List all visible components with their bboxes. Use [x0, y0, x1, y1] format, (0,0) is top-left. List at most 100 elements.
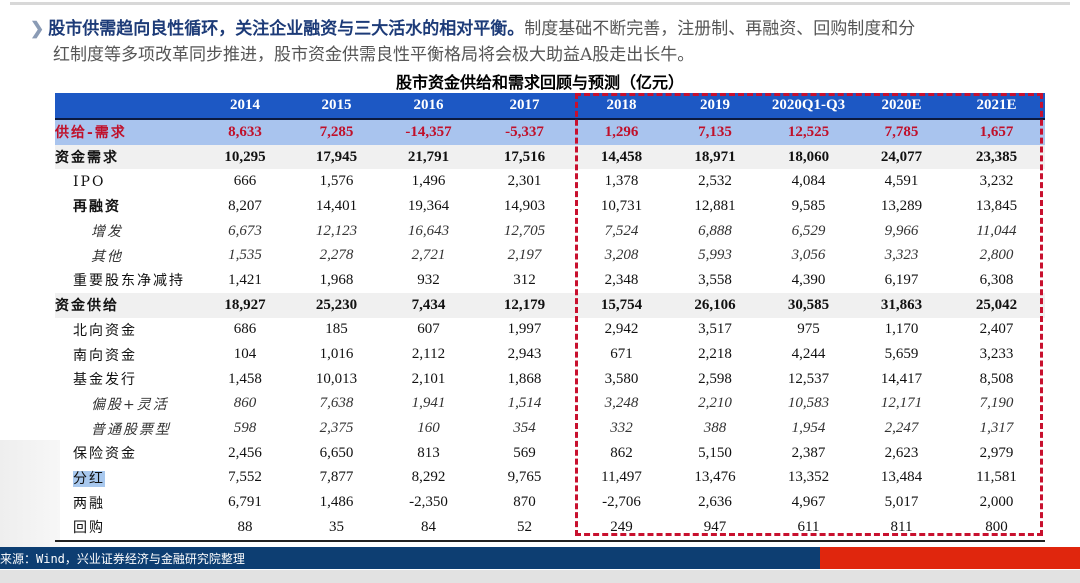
table-cell: 862: [610, 444, 633, 461]
bullet-arrow-icon: ❯: [30, 19, 45, 39]
table-cell: 7,638: [319, 395, 354, 412]
table-cell: 21,791: [407, 148, 450, 165]
table-cell: 3,580: [604, 370, 639, 387]
table-cell: 5,659: [884, 346, 919, 363]
table-cell: 6,650: [319, 444, 354, 461]
table-row: 普通股票型 598 2,375 160 354 332 388 1,954 2,247 1,317: [55, 416, 1045, 441]
table-cell: 4,591: [884, 173, 919, 190]
table-cell: -5,337: [505, 123, 544, 140]
table-cell: 1,317: [979, 420, 1014, 437]
row-label-text: 其他: [91, 248, 123, 265]
table-cell: 388: [703, 420, 727, 437]
table-cell: 1,496: [411, 173, 446, 190]
table-cell: 4,967: [791, 494, 826, 511]
table-cell: 6,529: [791, 222, 826, 239]
table-cell: 4,390: [791, 271, 826, 288]
table-cell: 23,385: [975, 148, 1018, 165]
table-cell: 24,077: [880, 148, 923, 165]
table-cell: 14,401: [315, 197, 358, 214]
row-label-text: 分红: [73, 470, 105, 487]
table-cell: 870: [513, 494, 536, 511]
table-row: 南向资金 104 1,016 2,112 2,943 671 2,218 4,244 5,659…: [55, 342, 1045, 367]
table-cell: 9,966: [884, 222, 919, 239]
table-cell: 5,150: [698, 444, 732, 461]
table-cell: 2,278: [319, 247, 354, 264]
table-cell: 13,484: [880, 469, 923, 486]
table-cell: 2,197: [507, 247, 542, 264]
table-cell: 811: [855, 515, 948, 542]
table-cell: 3,232: [979, 173, 1014, 190]
row-label: 重要股东净减持: [55, 268, 200, 293]
table-cell: 10,731: [600, 197, 643, 214]
table-cell: 6,791: [228, 494, 262, 511]
row-label-text: 两融: [73, 495, 105, 512]
table-cell: 14,903: [503, 197, 546, 214]
table-cell: 2,623: [884, 444, 919, 461]
table-cell: 1,968: [319, 271, 354, 288]
table-cell: 2,800: [979, 247, 1014, 264]
table-cell: 666: [233, 173, 257, 190]
table-cell: 18,927: [224, 296, 266, 313]
table-cell: 312: [513, 271, 536, 288]
intro-body-1: 制度基础不断完善，注册制、再融资、回购制度和分: [524, 19, 916, 39]
table-cell: 18,060: [787, 148, 830, 165]
table-cell: 14,417: [880, 370, 923, 387]
table-cell: 332: [610, 420, 633, 437]
table-cell: -14,357: [405, 123, 452, 140]
column-header: 2019: [668, 93, 762, 120]
table-cell: -2,706: [602, 494, 641, 511]
column-header: 2014: [200, 93, 290, 120]
header-blank: [55, 93, 200, 120]
table-cell: 6,197: [884, 271, 919, 288]
column-header: 2021E: [948, 93, 1045, 120]
row-label: 资金供给: [55, 293, 200, 318]
table-cell: 1,941: [411, 395, 446, 412]
row-label: 北向资金: [55, 318, 200, 343]
table-cell: 30,585: [787, 296, 830, 313]
intro-paragraph: ❯ 股市供需趋向良性循环，关注企业融资与三大活水的相对平衡。制度基础不断完善，注册…: [30, 16, 1080, 68]
table-cell: 3,558: [698, 271, 732, 288]
table-cell: 2,218: [698, 346, 732, 363]
row-label-text: 再融资: [73, 199, 121, 216]
table-cell: 7,434: [411, 296, 446, 313]
table-cell: 3,323: [884, 247, 919, 264]
table-cell: 1,486: [319, 494, 354, 511]
table-cell: 611: [762, 515, 855, 542]
table-cell: 13,289: [880, 197, 923, 214]
table-cell: 1,997: [507, 321, 542, 338]
table-cell: 2,375: [319, 420, 354, 437]
table-cell: 1,421: [228, 271, 262, 288]
table-row: IPO 666 1,576 1,496 2,301 1,378 2,532 4,084 4,59…: [55, 169, 1045, 194]
table-cell: 3,233: [979, 346, 1014, 363]
row-label: 南向资金: [55, 342, 200, 367]
table-cell: 12,171: [880, 395, 923, 412]
table-cell: 4,244: [791, 346, 826, 363]
table-cell: 8,508: [979, 370, 1014, 387]
column-header: 2018: [575, 93, 668, 120]
row-label: 增发: [55, 219, 200, 244]
table-cell: 17,516: [503, 148, 546, 165]
table-cell: 569: [513, 444, 536, 461]
table-cell: 7,135: [698, 123, 732, 140]
table-row: 资金供给 18,927 25,230 7,434 12,179 15,754 26,106 3…: [55, 292, 1045, 318]
table-cell: 7,877: [319, 469, 354, 486]
table-cell: 3,517: [698, 321, 732, 338]
table-cell: 11,044: [976, 222, 1017, 239]
table-cell: 975: [797, 321, 820, 338]
table-cell: 800: [948, 515, 1045, 542]
top-divider: [10, 2, 1070, 5]
table-cell: 1,378: [604, 173, 639, 190]
table-cell: 671: [610, 346, 633, 363]
table-cell: 10,583: [787, 395, 830, 412]
row-label-text: 偏股+灵活: [91, 396, 169, 413]
table-cell: 104: [233, 346, 257, 363]
table-cell: 2,101: [411, 370, 446, 387]
table-cell: 8,633: [228, 123, 262, 140]
table-cell: 1,016: [319, 346, 354, 363]
table-cell: 686: [233, 321, 257, 338]
row-label: 普通股票型: [55, 416, 200, 441]
table-cell: 6,888: [698, 222, 732, 239]
row-label-text: 资金需求: [55, 150, 119, 167]
table-cell: 607: [417, 321, 440, 338]
table-cell: 52: [474, 515, 575, 542]
